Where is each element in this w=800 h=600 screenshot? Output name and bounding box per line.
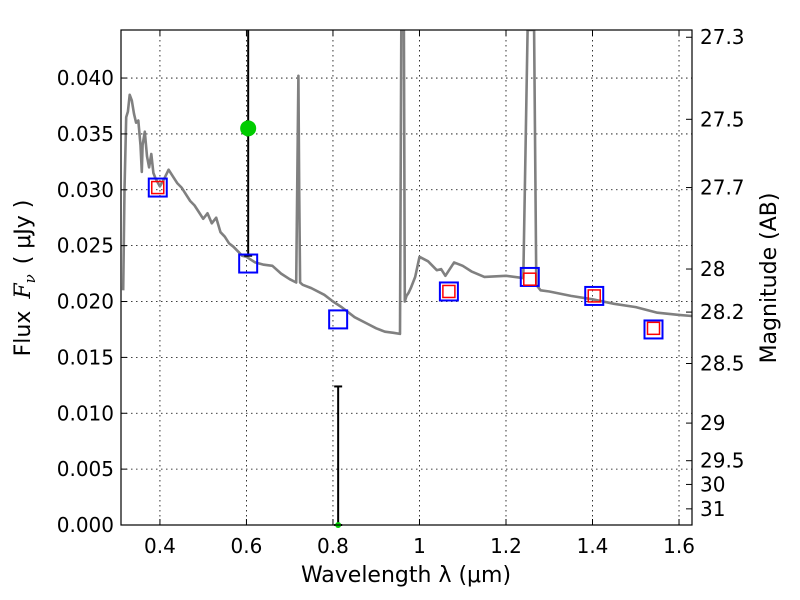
right-tick-label: 28.5	[700, 351, 745, 375]
right-tick-label: 27.7	[700, 176, 745, 200]
plot-frame	[120, 29, 693, 526]
right-tick-label: 29.5	[700, 449, 745, 473]
model-point	[646, 321, 661, 336]
y-tick-label: 0.040	[57, 66, 114, 90]
y-axis-label: FluxFν( μJy )	[11, 200, 39, 357]
x-tick-label: 1.6	[663, 534, 695, 558]
axes: 0.4 0.6 0.8 1 1.2 1.4 1.6 0.000 0.005 0.010 0.015 0…	[57, 25, 745, 558]
model-point	[523, 272, 537, 286]
right-tick-label: 28	[700, 257, 725, 281]
measured-flux-point	[240, 120, 257, 137]
x-tick-label: 1	[413, 534, 426, 558]
observed-point	[643, 319, 664, 340]
observed-point	[328, 309, 349, 330]
model-point	[587, 289, 601, 303]
observed-point	[238, 253, 259, 274]
right-axis-label: Magnitude (AB)	[757, 193, 782, 364]
observed-point	[147, 177, 168, 198]
x-tick-label: 1.4	[577, 534, 609, 558]
right-tick-label: 31	[700, 497, 725, 521]
x-tick-label: 1.2	[490, 534, 522, 558]
plot-area	[121, 30, 692, 336]
model-point	[151, 180, 165, 195]
y-tick-label: 0.005	[57, 457, 114, 481]
observed-point	[519, 266, 540, 287]
y-tick-label: 0.010	[57, 401, 114, 425]
x-tick-label: 0.4	[144, 534, 176, 558]
y-tick-label: 0.035	[57, 122, 114, 146]
x-axis-label: Wavelength λ (μm)	[301, 563, 511, 588]
right-tick-label: 27.5	[700, 107, 745, 131]
x-tick-label: 0.6	[231, 534, 263, 558]
right-tick-label: 28.2	[700, 300, 745, 324]
x-tick-label: 0.8	[317, 534, 349, 558]
y-tick-label: 0.015	[57, 345, 114, 369]
observed-point	[584, 285, 605, 306]
model-point	[442, 284, 456, 299]
right-tick-label: 27.3	[700, 25, 745, 49]
error-bars	[244, 30, 343, 526]
grid-lines	[121, 30, 692, 526]
photometry-markers	[147, 120, 664, 528]
y-tick-label: 0.000	[57, 513, 114, 537]
model-sed-line	[121, 30, 692, 336]
y-tick-label: 0.025	[57, 234, 114, 258]
y-tick-label: 0.020	[57, 290, 114, 314]
y-tick-label: 0.030	[57, 178, 114, 202]
right-tick-label: 30	[700, 472, 725, 496]
right-tick-label: 29	[700, 411, 725, 435]
observed-point	[438, 281, 459, 302]
